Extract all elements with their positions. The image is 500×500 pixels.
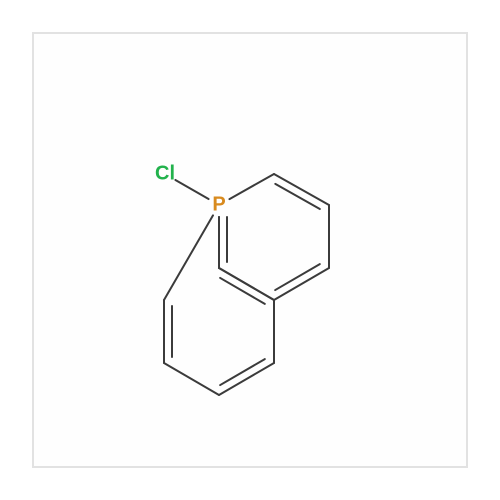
atom-label-p: P xyxy=(212,194,225,217)
atom-label-cl: Cl xyxy=(155,163,175,186)
molecule-diagram: Cl P xyxy=(0,0,500,500)
molecule-svg xyxy=(0,0,500,500)
